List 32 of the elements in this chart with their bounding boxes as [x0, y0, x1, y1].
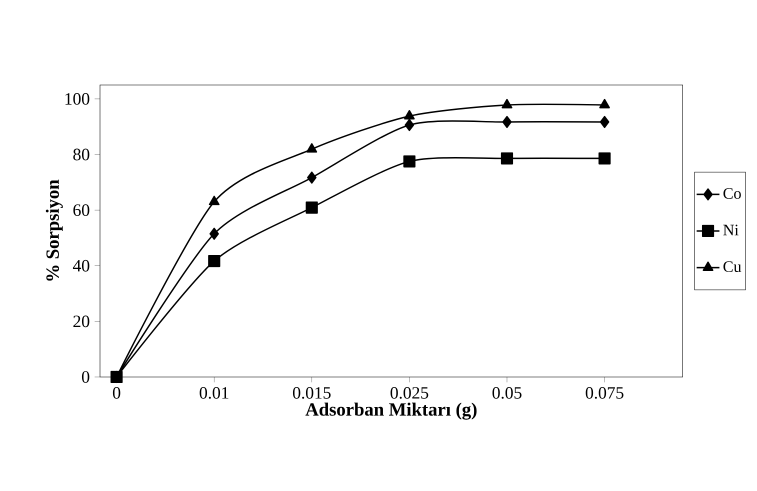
y-tick-label: 80: [73, 148, 90, 160]
point: [209, 228, 219, 240]
legend-label: Ni: [723, 224, 739, 236]
point: [208, 196, 220, 206]
point: [306, 202, 318, 214]
y-tick-label: 60: [73, 204, 90, 216]
point: [502, 116, 512, 128]
point: [307, 172, 317, 184]
y-tick-label: 20: [73, 316, 90, 328]
y-axis-title: % Sorpsiyon: [46, 180, 63, 281]
point: [404, 110, 415, 120]
y-tick-label: 40: [72, 260, 90, 272]
point: [502, 98, 512, 108]
x-tick-label: 0.01: [200, 387, 228, 399]
point: [599, 98, 610, 108]
point: [600, 116, 610, 128]
point: [598, 152, 611, 164]
point: [500, 152, 514, 164]
x-tick-label: 0.025: [390, 387, 428, 399]
point: [403, 155, 416, 168]
x-tick-label: 0.05: [492, 387, 522, 399]
y-tick-label: 100: [65, 93, 90, 105]
point: [404, 118, 414, 132]
point: [208, 254, 220, 268]
legend-label: Co: [723, 188, 741, 199]
legend-label: Cu: [723, 261, 742, 272]
x-tick-label: 0.075: [586, 387, 624, 399]
x-tick-label: 0: [112, 387, 120, 399]
y-tick-label: 0: [82, 371, 90, 383]
x-tick-label: 0.015: [292, 387, 331, 399]
point: [306, 143, 318, 153]
x-axis-title: Adsorban Miktarı (g): [305, 402, 477, 420]
